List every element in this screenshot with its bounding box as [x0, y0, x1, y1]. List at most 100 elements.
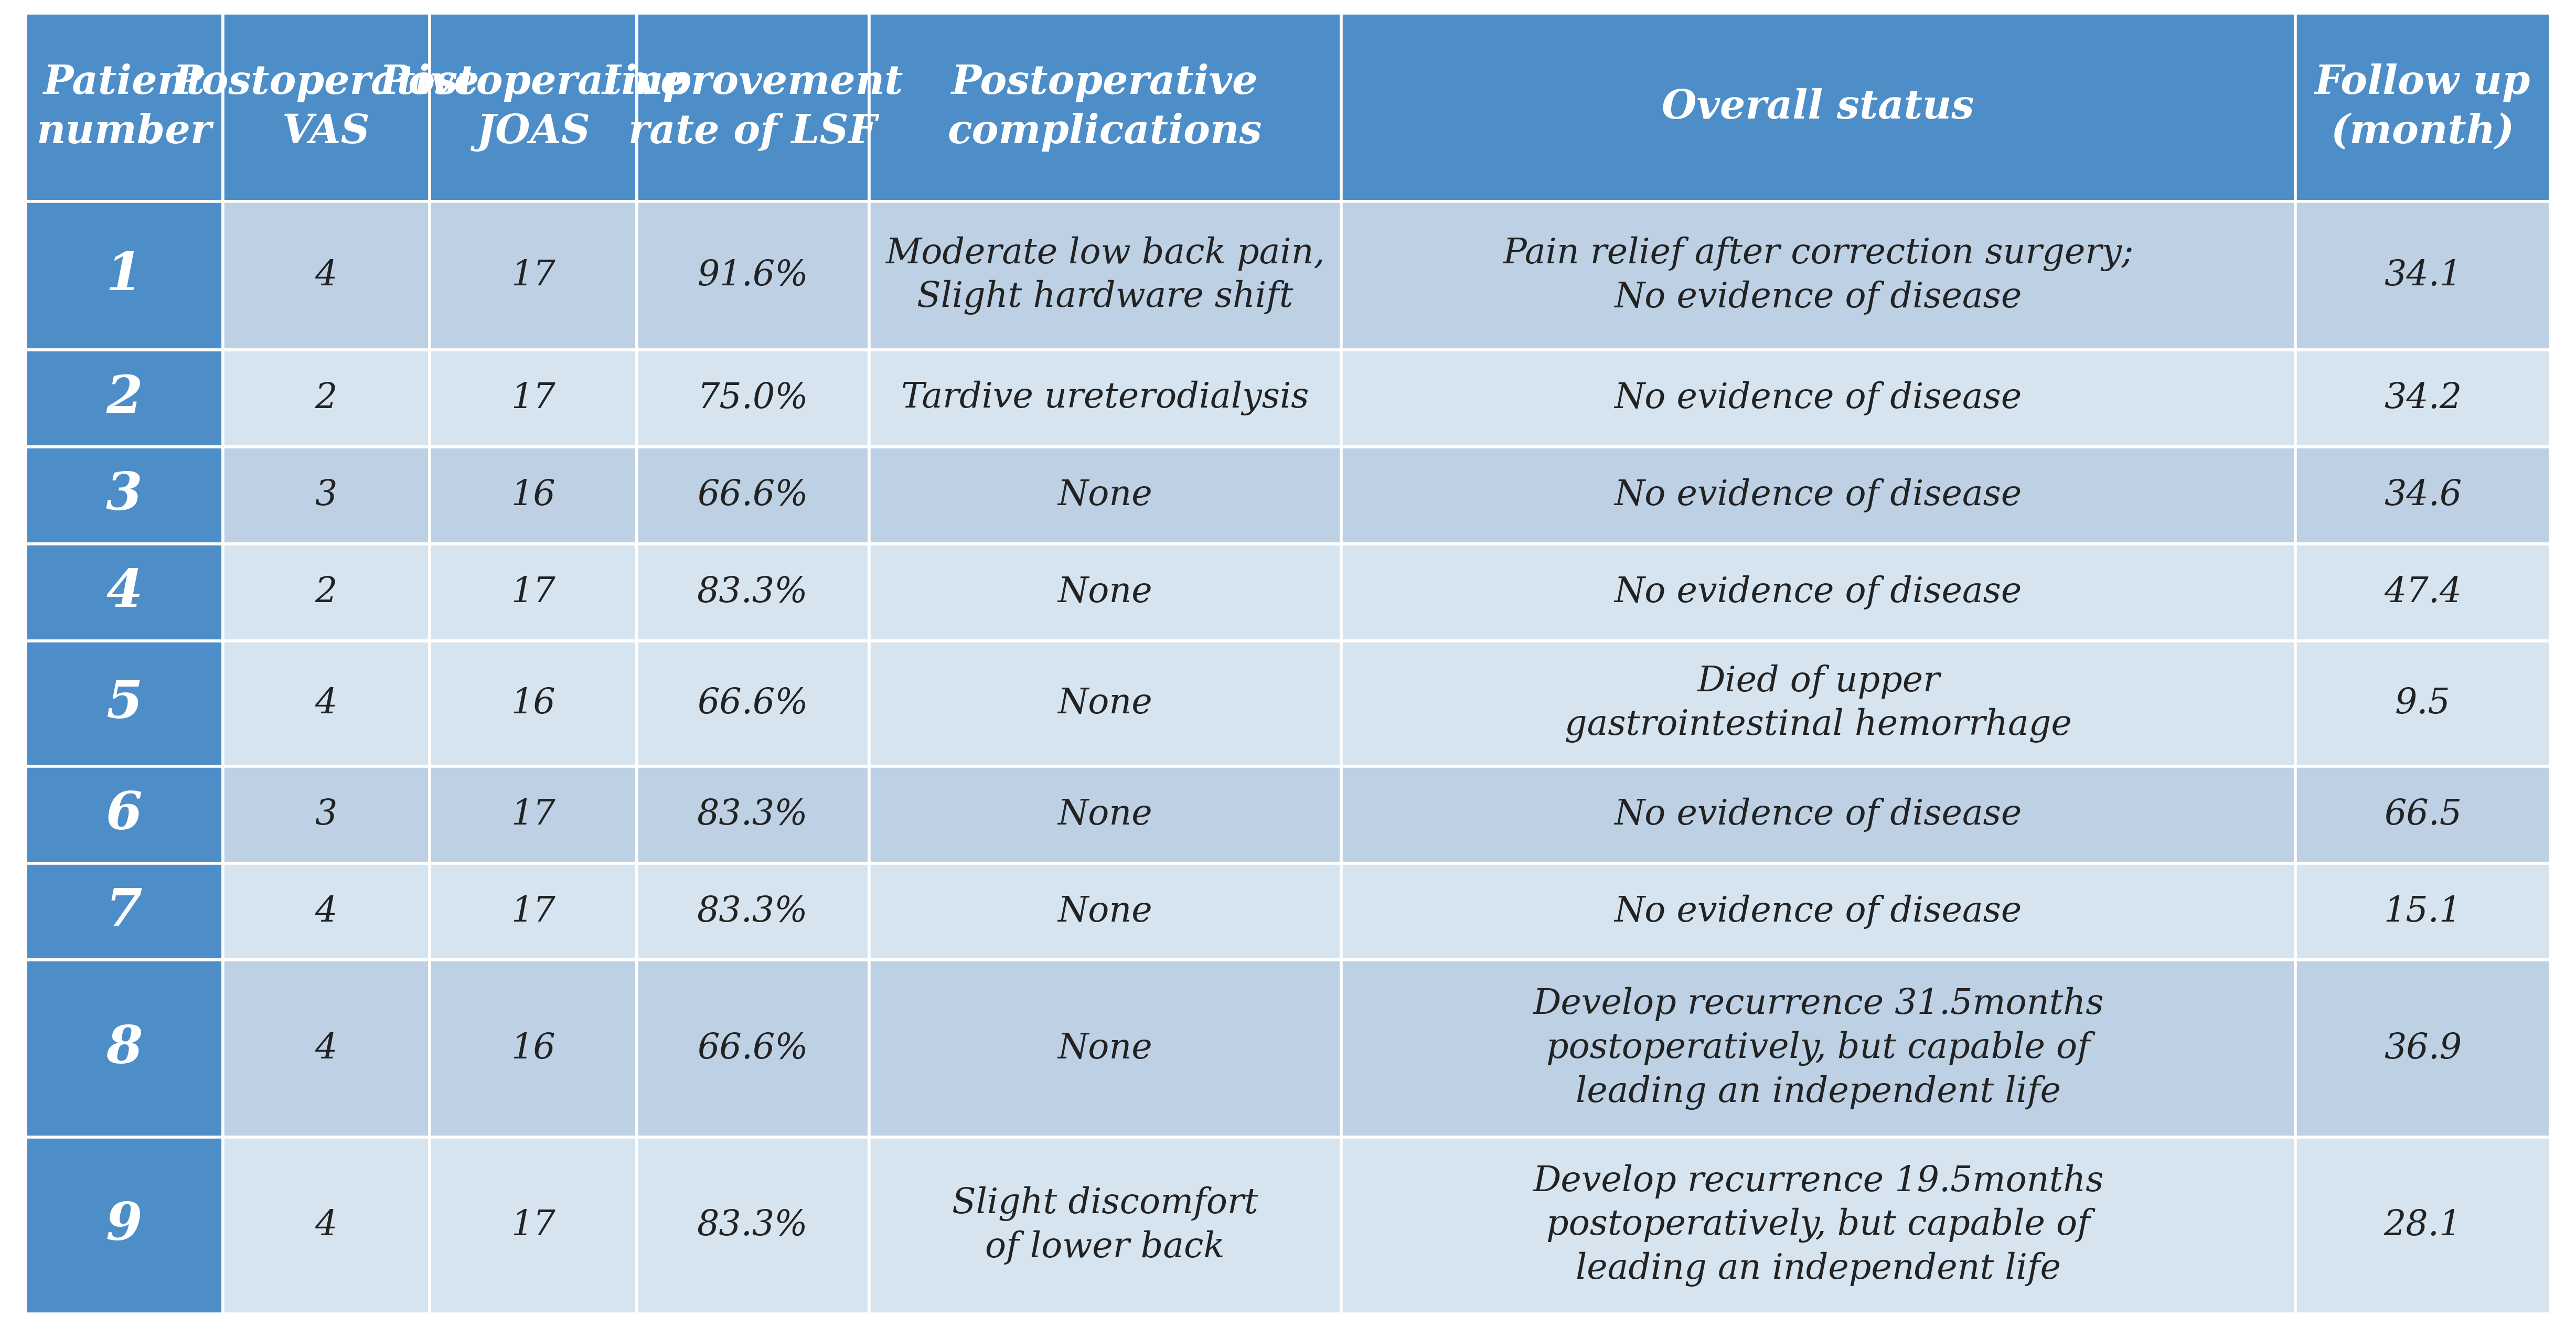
Text: 4: 4 — [314, 894, 337, 929]
Text: 16: 16 — [510, 478, 556, 512]
Bar — [430, 863, 636, 961]
Bar — [26, 447, 222, 544]
Bar — [222, 1137, 430, 1314]
Bar — [2295, 863, 2550, 961]
Bar — [26, 766, 222, 863]
Bar — [222, 961, 430, 1137]
Bar — [430, 766, 636, 863]
Bar — [2295, 202, 2550, 350]
Text: 4: 4 — [314, 1031, 337, 1066]
Text: 66.6%: 66.6% — [698, 478, 809, 512]
Text: 17: 17 — [510, 575, 556, 609]
Text: 6: 6 — [106, 790, 142, 840]
Text: Moderate low back pain,
Slight hardware shift: Moderate low back pain, Slight hardware … — [886, 236, 1324, 314]
Bar — [1342, 13, 2295, 202]
Bar — [636, 961, 868, 1137]
Text: 4: 4 — [106, 567, 142, 617]
Bar — [1342, 961, 2295, 1137]
Text: Postoperative
JOAS: Postoperative JOAS — [379, 64, 688, 151]
Text: None: None — [1059, 1031, 1151, 1066]
Text: 34.2: 34.2 — [2383, 381, 2463, 415]
Bar — [868, 641, 1342, 766]
Text: 8: 8 — [106, 1023, 142, 1074]
Bar — [868, 544, 1342, 641]
Text: 17: 17 — [510, 798, 556, 832]
Bar — [222, 766, 430, 863]
Bar — [26, 544, 222, 641]
Bar — [636, 641, 868, 766]
Text: 17: 17 — [510, 1208, 556, 1242]
Text: Overall status: Overall status — [1662, 88, 1973, 127]
Bar — [222, 641, 430, 766]
Bar — [1342, 544, 2295, 641]
Text: No evidence of disease: No evidence of disease — [1615, 381, 2022, 415]
Bar — [2295, 961, 2550, 1137]
Bar — [26, 641, 222, 766]
Bar — [636, 202, 868, 350]
Text: 16: 16 — [510, 686, 556, 721]
Bar — [868, 350, 1342, 447]
Bar — [430, 544, 636, 641]
Text: 66.6%: 66.6% — [698, 686, 809, 721]
Bar — [430, 13, 636, 202]
Text: 66.5: 66.5 — [2383, 798, 2463, 832]
Text: 9: 9 — [106, 1200, 142, 1250]
Bar — [868, 766, 1342, 863]
Text: 28.1: 28.1 — [2383, 1208, 2463, 1242]
Text: None: None — [1059, 686, 1151, 721]
Text: 3: 3 — [106, 470, 142, 520]
Text: Improvement
rate of LSF: Improvement rate of LSF — [603, 64, 904, 151]
Bar — [26, 202, 222, 350]
Text: No evidence of disease: No evidence of disease — [1615, 798, 2022, 832]
Bar — [868, 1137, 1342, 1314]
Text: 66.6%: 66.6% — [698, 1031, 809, 1066]
Text: None: None — [1059, 894, 1151, 929]
Bar — [2295, 350, 2550, 447]
Bar — [868, 961, 1342, 1137]
Text: 34.6: 34.6 — [2383, 478, 2463, 512]
Text: 17: 17 — [510, 259, 556, 293]
Text: 5: 5 — [106, 678, 142, 729]
Bar — [26, 13, 222, 202]
Text: 34.1: 34.1 — [2383, 259, 2463, 293]
Text: 91.6%: 91.6% — [698, 259, 809, 293]
Bar — [430, 961, 636, 1137]
Bar — [868, 447, 1342, 544]
Text: 15.1: 15.1 — [2383, 894, 2463, 929]
Bar — [26, 961, 222, 1137]
Bar — [430, 1137, 636, 1314]
Bar — [222, 863, 430, 961]
Text: None: None — [1059, 575, 1151, 609]
Text: 17: 17 — [510, 381, 556, 415]
Text: 47.4: 47.4 — [2383, 575, 2463, 609]
Text: Postoperative
complications: Postoperative complications — [948, 64, 1262, 151]
Bar — [2295, 13, 2550, 202]
Bar — [2295, 641, 2550, 766]
Bar — [636, 766, 868, 863]
Bar — [868, 13, 1342, 202]
Bar — [430, 350, 636, 447]
Text: 7: 7 — [106, 886, 142, 937]
Bar — [222, 447, 430, 544]
Text: 83.3%: 83.3% — [698, 798, 809, 832]
Text: 16: 16 — [510, 1031, 556, 1066]
Bar — [430, 641, 636, 766]
Text: 75.0%: 75.0% — [698, 381, 809, 415]
Text: None: None — [1059, 798, 1151, 832]
Text: 2: 2 — [314, 381, 337, 415]
Bar — [222, 350, 430, 447]
Bar — [1342, 641, 2295, 766]
Bar — [636, 13, 868, 202]
Bar — [2295, 544, 2550, 641]
Bar — [2295, 1137, 2550, 1314]
Text: 2: 2 — [314, 575, 337, 609]
Bar — [2295, 447, 2550, 544]
Text: 4: 4 — [314, 259, 337, 293]
Bar — [1342, 863, 2295, 961]
Bar — [868, 863, 1342, 961]
Text: 3: 3 — [314, 478, 337, 512]
Text: Slight discomfort
of lower back: Slight discomfort of lower back — [953, 1186, 1257, 1265]
Text: Follow up
(month): Follow up (month) — [2316, 64, 2530, 151]
Bar — [1342, 1137, 2295, 1314]
Bar — [868, 202, 1342, 350]
